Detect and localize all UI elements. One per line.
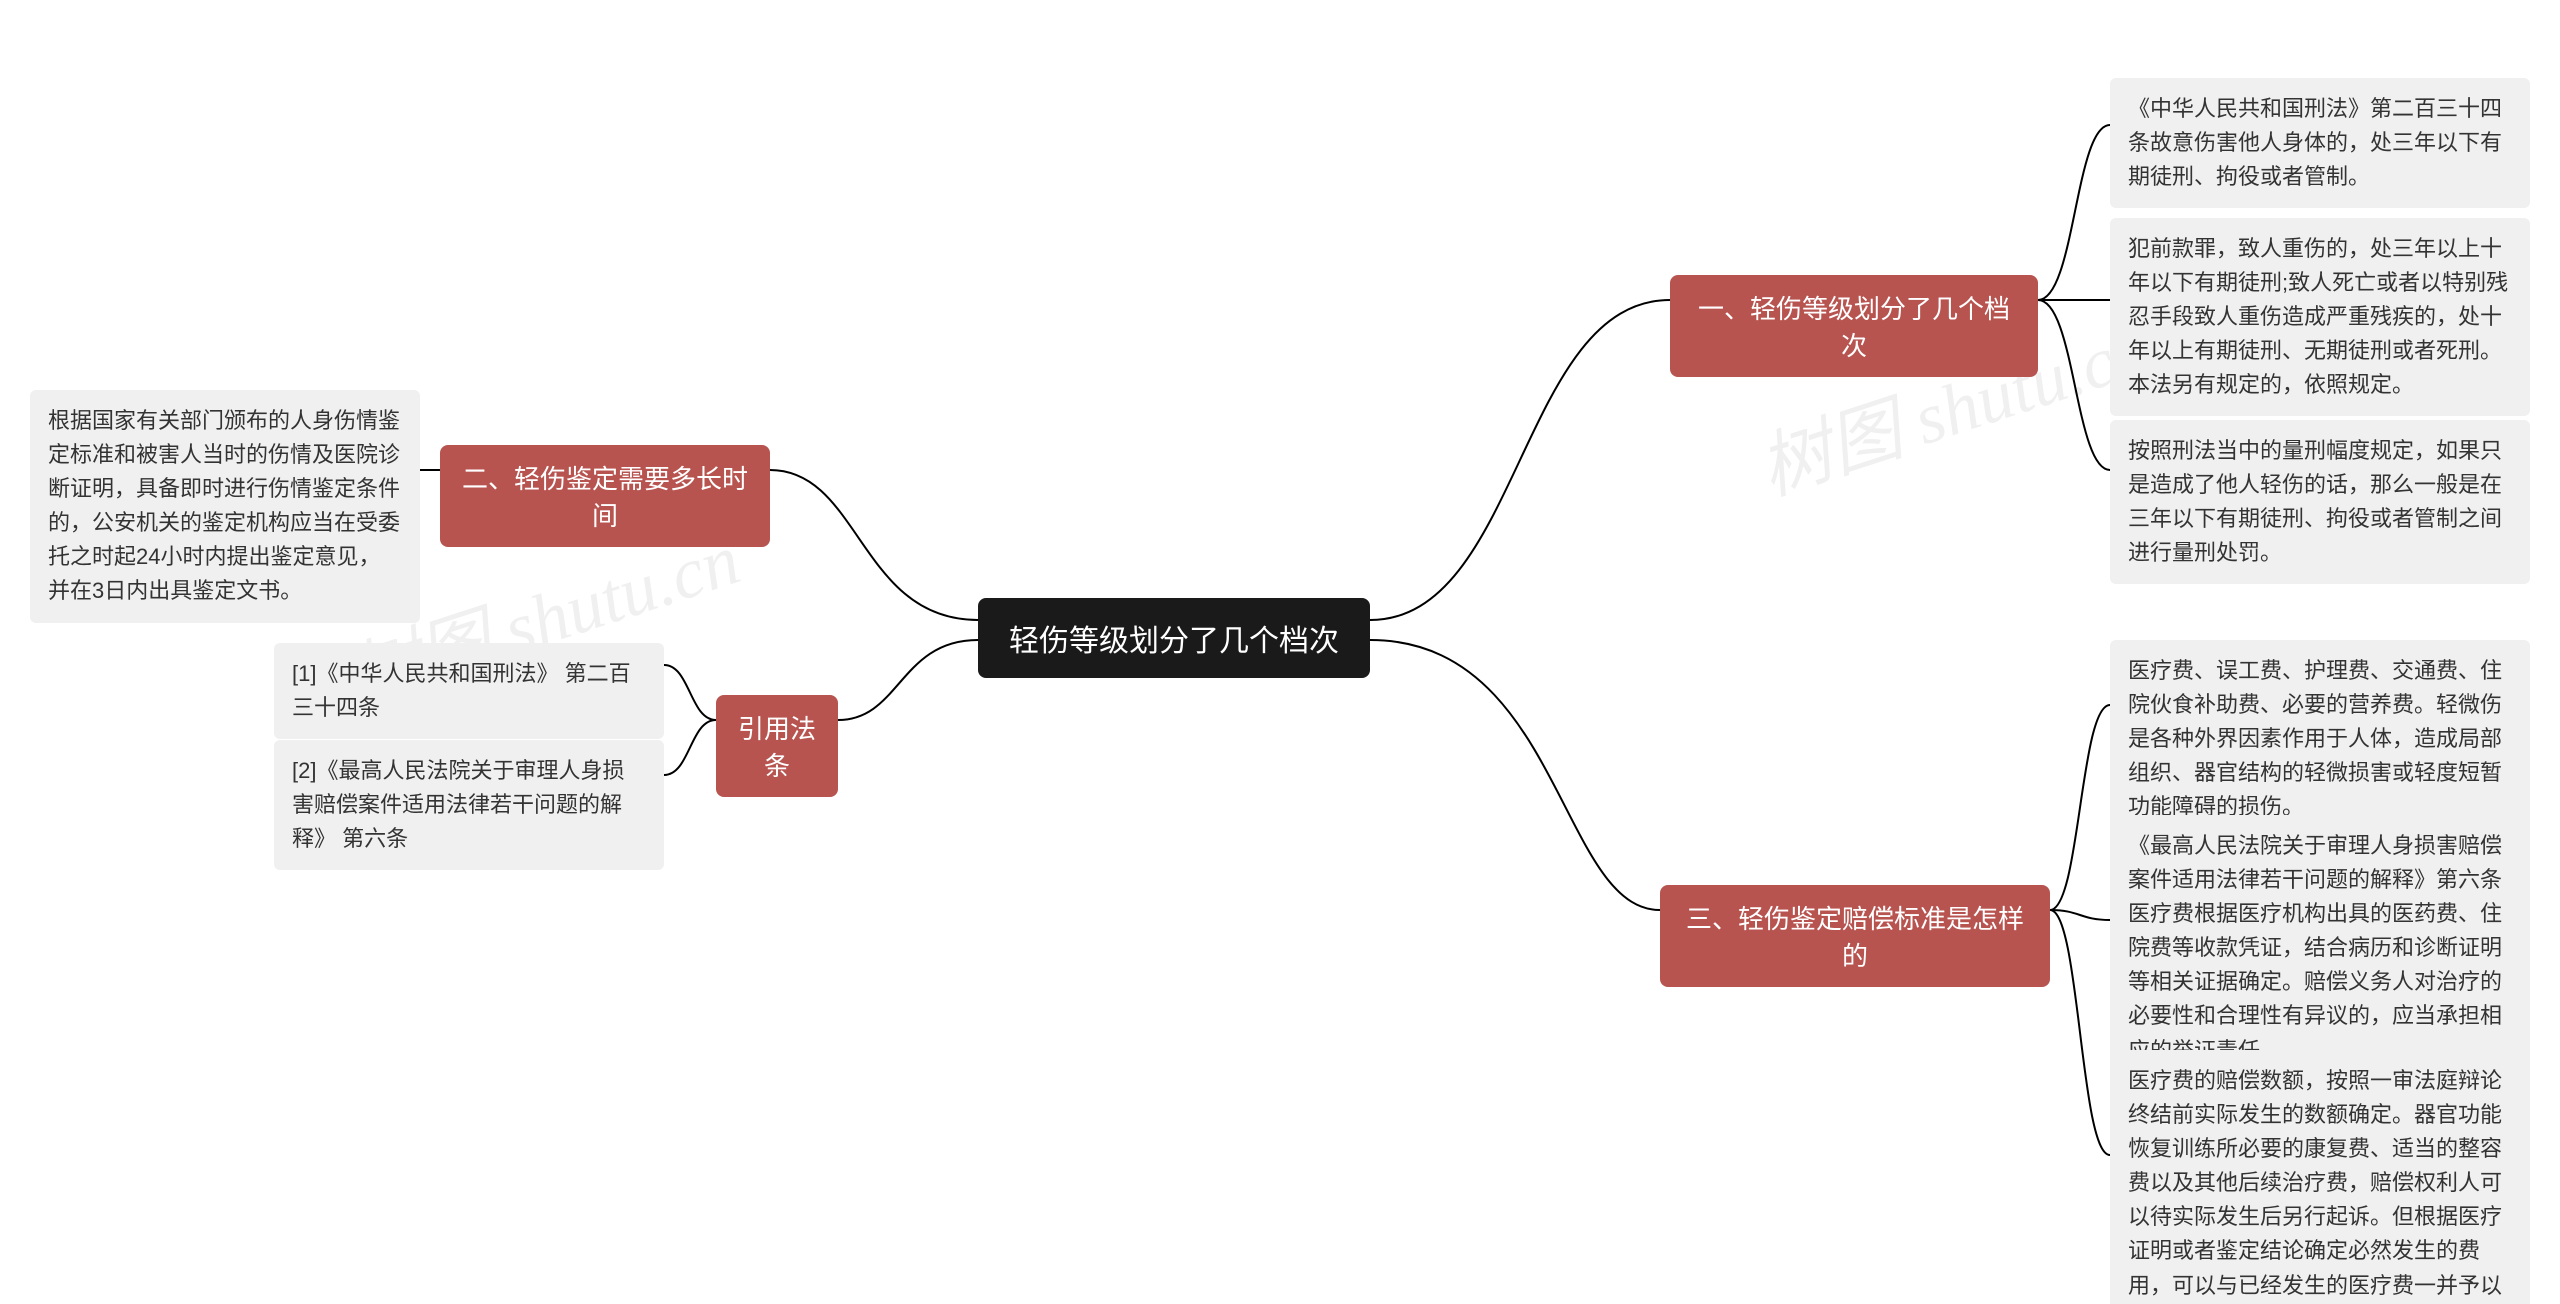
branch-label: 一、轻伤等级划分了几个档次 <box>1692 289 2016 363</box>
leaf-node[interactable]: 犯前款罪，致人重伤的，处三年以上十年以下有期徒刑;致人死亡或者以特别残忍手段致人… <box>2110 218 2530 416</box>
branch-node-3[interactable]: 三、轻伤鉴定赔偿标准是怎样的 <box>1660 885 2050 987</box>
leaf-text: [1]《中华人民共和国刑法》 第二百三十四条 <box>292 657 646 725</box>
leaf-text: 《中华人民共和国刑法》第二百三十四条故意伤害他人身体的，处三年以下有期徒刑、拘役… <box>2128 92 2512 194</box>
leaf-text: 根据国家有关部门颁布的人身伤情鉴定标准和被害人当时的伤情及医院诊断证明，具备即时… <box>48 404 402 609</box>
branch-label: 引用法条 <box>738 709 816 783</box>
leaf-node[interactable]: 按照刑法当中的量刑幅度规定，如果只是造成了他人轻伤的话，那么一般是在三年以下有期… <box>2110 420 2530 584</box>
leaf-text: 《最高人民法院关于审理人身损害赔偿案件适用法律若干问题的解释》第六条医疗费根据医… <box>2128 829 2512 1068</box>
leaf-node[interactable]: 医疗费的赔偿数额，按照一审法庭辩论终结前实际发生的数额确定。器官功能恢复训练所必… <box>2110 1050 2530 1304</box>
root-label: 轻伤等级划分了几个档次 <box>1009 616 1339 660</box>
leaf-node[interactable]: [1]《中华人民共和国刑法》 第二百三十四条 <box>274 643 664 739</box>
leaf-node[interactable]: 根据国家有关部门颁布的人身伤情鉴定标准和被害人当时的伤情及医院诊断证明，具备即时… <box>30 390 420 623</box>
branch-node-2[interactable]: 二、轻伤鉴定需要多长时间 <box>440 445 770 547</box>
leaf-node[interactable]: [2]《最高人民法院关于审理人身损害赔偿案件适用法律若干问题的解释》 第六条 <box>274 740 664 870</box>
branch-node-1[interactable]: 一、轻伤等级划分了几个档次 <box>1670 275 2038 377</box>
leaf-text: 医疗费的赔偿数额，按照一审法庭辩论终结前实际发生的数额确定。器官功能恢复训练所必… <box>2128 1064 2512 1304</box>
leaf-text: 医疗费、误工费、护理费、交通费、住院伙食补助费、必要的营养费。轻微伤是各种外界因… <box>2128 654 2512 824</box>
branch-label: 三、轻伤鉴定赔偿标准是怎样的 <box>1682 899 2028 973</box>
leaf-text: [2]《最高人民法院关于审理人身损害赔偿案件适用法律若干问题的解释》 第六条 <box>292 754 646 856</box>
branch-node-4[interactable]: 引用法条 <box>716 695 838 797</box>
branch-label: 二、轻伤鉴定需要多长时间 <box>462 459 748 533</box>
leaf-node[interactable]: 《中华人民共和国刑法》第二百三十四条故意伤害他人身体的，处三年以下有期徒刑、拘役… <box>2110 78 2530 208</box>
leaf-text: 按照刑法当中的量刑幅度规定，如果只是造成了他人轻伤的话，那么一般是在三年以下有期… <box>2128 434 2512 570</box>
leaf-node[interactable]: 医疗费、误工费、护理费、交通费、住院伙食补助费、必要的营养费。轻微伤是各种外界因… <box>2110 640 2530 838</box>
leaf-node[interactable]: 《最高人民法院关于审理人身损害赔偿案件适用法律若干问题的解释》第六条医疗费根据医… <box>2110 815 2530 1082</box>
leaf-text: 犯前款罪，致人重伤的，处三年以上十年以下有期徒刑;致人死亡或者以特别残忍手段致人… <box>2128 232 2512 402</box>
root-node[interactable]: 轻伤等级划分了几个档次 <box>978 598 1370 678</box>
